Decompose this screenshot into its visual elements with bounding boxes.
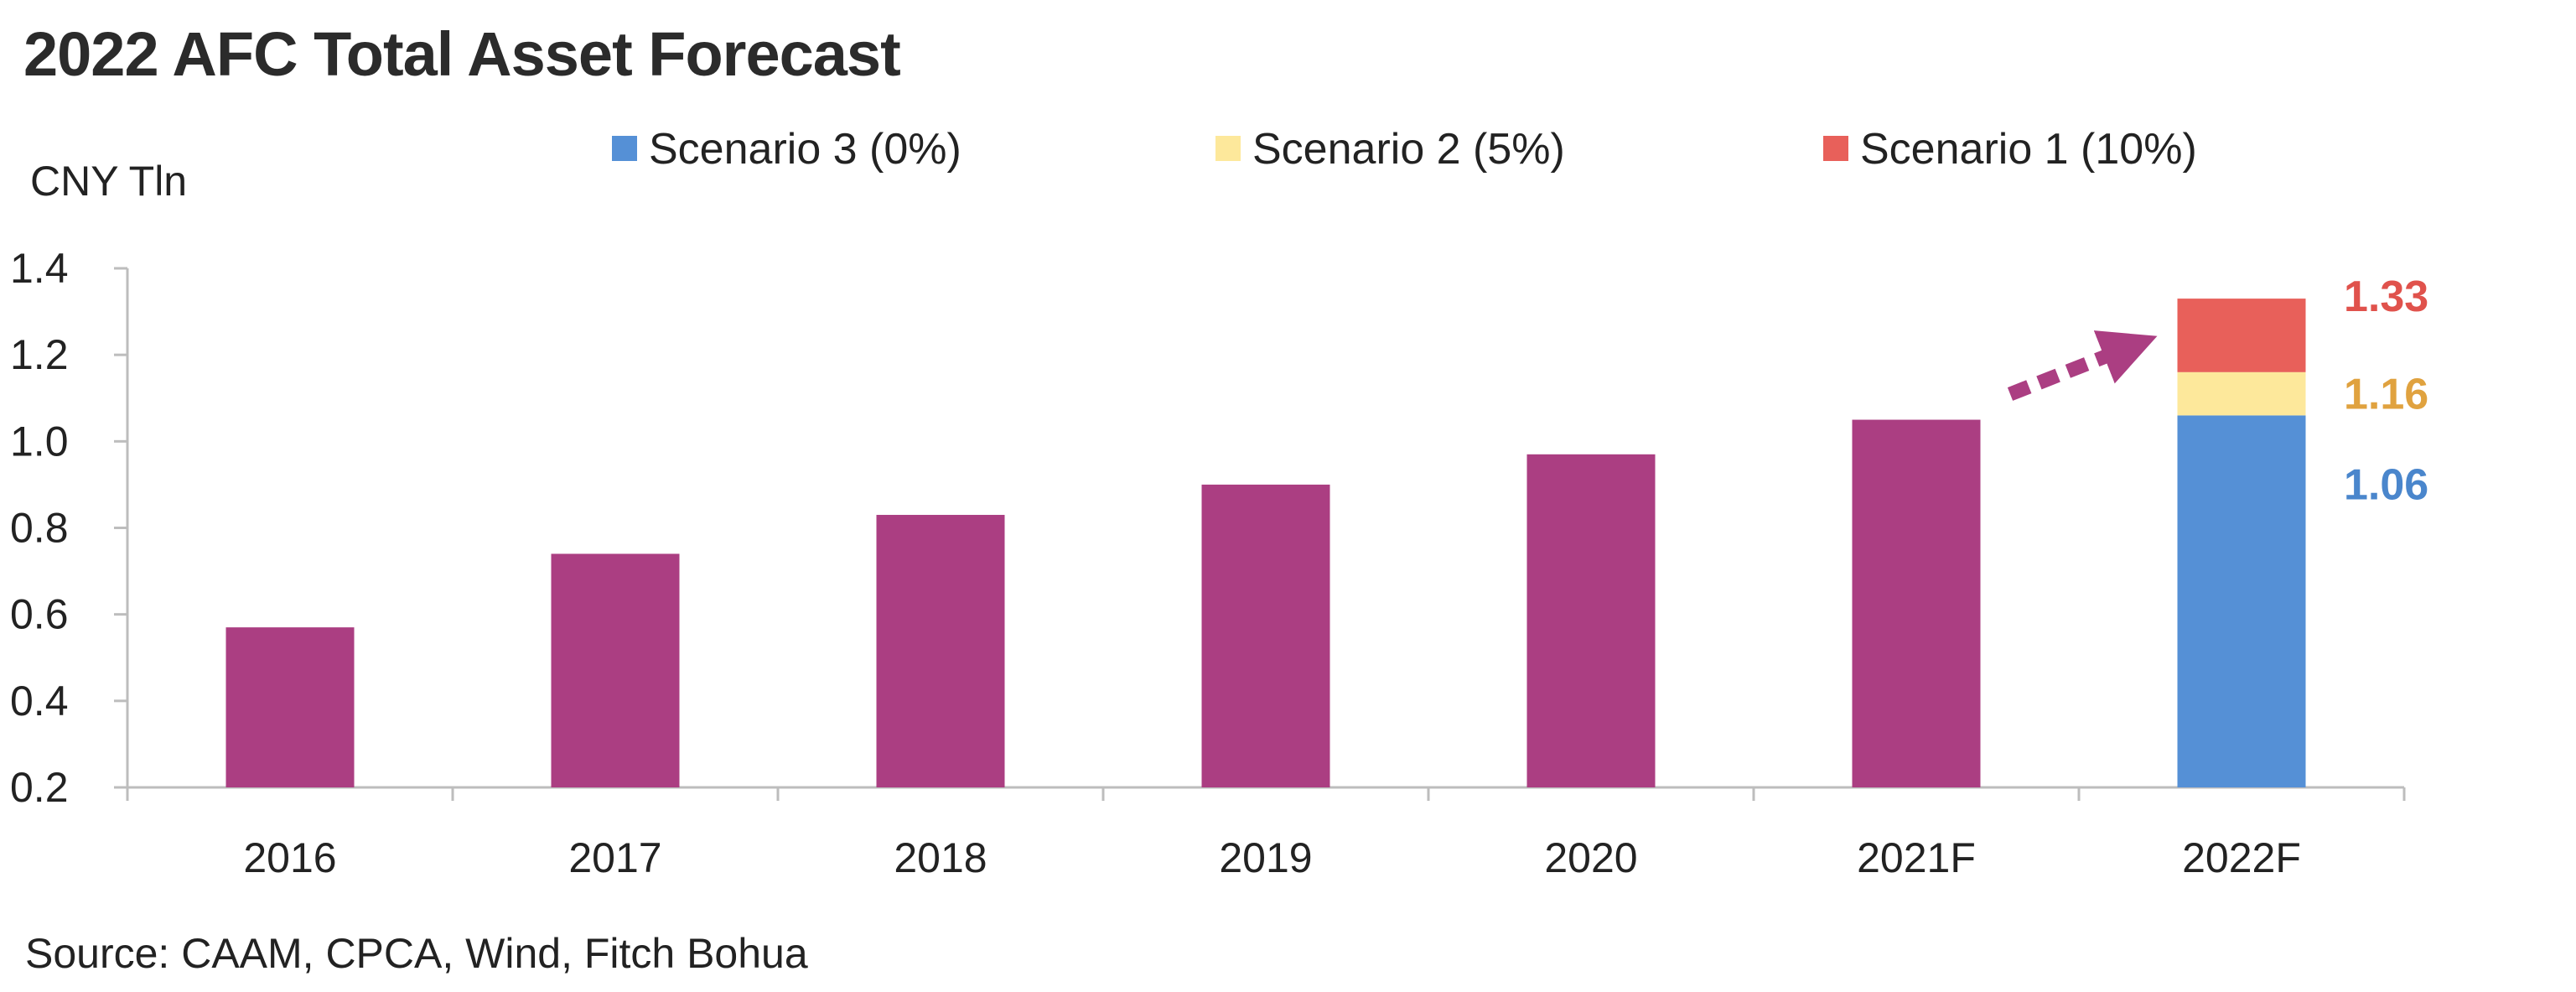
y-axis-unit: CNY Tln xyxy=(30,158,187,205)
legend-label: Scenario 3 (0%) xyxy=(649,125,961,174)
x-tick-label: 2020 xyxy=(1544,834,1637,881)
legend: Scenario 3 (0%) Scenario 2 (5%) Scenario 1… xyxy=(612,125,2197,174)
bar-2018 xyxy=(876,515,1005,787)
y-tick-label: 0.4 xyxy=(10,678,69,725)
y-tick-label: 1.0 xyxy=(10,418,69,465)
x-tick-label: 2019 xyxy=(1219,834,1312,881)
y-tick-label: 0.6 xyxy=(10,591,69,638)
x-tick-label: 2016 xyxy=(243,834,336,881)
bars xyxy=(225,299,2306,787)
legend-swatch xyxy=(1215,136,1241,161)
legend-swatch xyxy=(612,136,637,161)
y-tick-label: 0.8 xyxy=(10,505,69,552)
y-tick-label: 1.4 xyxy=(10,245,69,292)
forecast-arrow xyxy=(2007,330,2158,401)
chart-title: 2022 AFC Total Asset Forecast xyxy=(23,19,901,89)
data-label: 1.33 xyxy=(2344,273,2428,321)
data-label: 1.16 xyxy=(2344,371,2428,419)
stack-segment-3 xyxy=(2177,299,2306,372)
bar-2021F xyxy=(1852,419,1981,787)
legend-label: Scenario 1 (10%) xyxy=(1860,125,2197,174)
legend-label: Scenario 2 (5%) xyxy=(1252,125,1565,174)
legend-swatch xyxy=(1823,136,1848,161)
x-tick-label: 2021F xyxy=(1857,834,1976,881)
stack-segment-1 xyxy=(2177,415,2306,787)
x-tick-label: 2017 xyxy=(568,834,661,881)
y-tick-label: 1.2 xyxy=(10,331,69,378)
data-labels: 1.06 1.16 1.33 xyxy=(2344,273,2428,509)
source-note: Source: CAAM, CPCA, Wind, Fitch Bohua xyxy=(25,930,808,977)
bar-2017 xyxy=(551,553,680,787)
data-label: 1.06 xyxy=(2344,460,2428,509)
bar-2019 xyxy=(1201,484,1330,787)
x-tick-label: 2022F xyxy=(2182,834,2301,881)
stack-segment-2 xyxy=(2177,371,2306,416)
x-tick-label: 2018 xyxy=(894,834,987,881)
bar-2016 xyxy=(225,627,355,787)
y-tick-label: 0.2 xyxy=(10,764,69,811)
bar-2020 xyxy=(1526,454,1656,787)
